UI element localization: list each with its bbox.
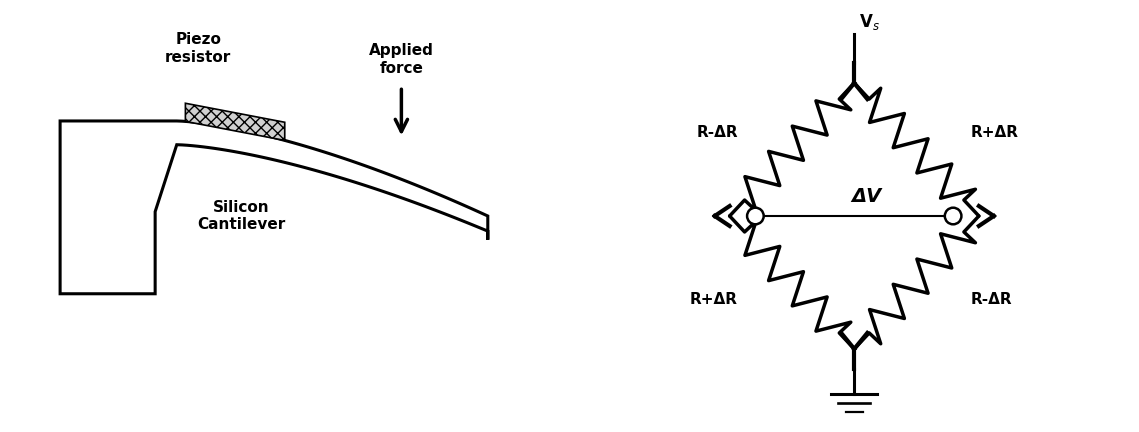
Text: R+ΔR: R+ΔR — [970, 125, 1018, 140]
Circle shape — [945, 208, 961, 224]
Circle shape — [747, 208, 763, 224]
Text: R+ΔR: R+ΔR — [690, 292, 738, 307]
Text: R-ΔR: R-ΔR — [696, 125, 738, 140]
Text: R-ΔR: R-ΔR — [970, 292, 1013, 307]
Polygon shape — [186, 103, 285, 140]
Text: Silicon
Cantilever: Silicon Cantilever — [197, 200, 286, 232]
Text: Piezo
resistor: Piezo resistor — [165, 32, 231, 65]
Polygon shape — [60, 121, 487, 294]
Text: Applied
force: Applied force — [369, 43, 434, 76]
Text: V$_s$: V$_s$ — [859, 12, 880, 32]
Text: ΔV: ΔV — [852, 187, 882, 206]
